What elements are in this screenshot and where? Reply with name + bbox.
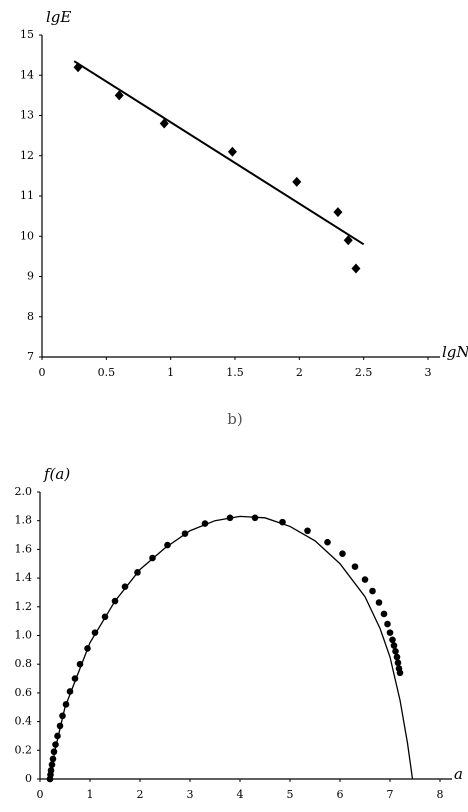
data-point <box>390 642 398 649</box>
data-point <box>369 587 376 595</box>
fit-line <box>73 60 365 246</box>
data-point <box>386 629 394 636</box>
x-axis-title: lgN <box>442 343 468 361</box>
y-tick-label: 12 <box>20 149 34 162</box>
data-point <box>73 62 83 73</box>
data-point <box>62 701 70 708</box>
x-tick-label: 5 <box>287 788 294 801</box>
data-point <box>351 263 361 274</box>
data-point <box>49 755 57 763</box>
data-point <box>114 90 124 101</box>
data-point <box>384 620 391 628</box>
x-tick-label: 6 <box>337 788 344 801</box>
x-tick-label: 0 <box>37 788 44 801</box>
x-tick-label: 1 <box>167 366 174 379</box>
x-tick-label: 7 <box>387 788 394 801</box>
y-tick-label: 1.0 <box>15 629 33 642</box>
caption: b) <box>227 410 242 428</box>
y-tick-label: 1.4 <box>15 571 33 584</box>
data-point <box>59 712 66 720</box>
y-tick-label: 15 <box>20 28 34 41</box>
y-axis-title: f(a) <box>43 465 70 483</box>
x-tick-label: 2.5 <box>355 366 373 379</box>
data-point <box>181 530 189 537</box>
data-point <box>159 118 169 129</box>
data-point <box>380 610 388 618</box>
data-point <box>52 741 59 748</box>
data-point <box>54 732 61 740</box>
data-point <box>394 659 402 667</box>
data-point <box>389 636 396 644</box>
x-tick-label: 8 <box>437 788 444 801</box>
data-point <box>149 554 156 562</box>
data-point <box>134 569 141 576</box>
data-point <box>91 629 99 636</box>
x-tick-label: 1.5 <box>226 366 244 379</box>
y-axis-title: lgE <box>46 8 71 26</box>
data-point <box>164 541 171 549</box>
x-tick-label: 3 <box>187 788 194 801</box>
data-point <box>56 722 64 730</box>
data-point <box>251 514 259 522</box>
y-tick-label: 9 <box>27 270 34 283</box>
x-tick-label: 0.5 <box>98 366 116 379</box>
data-point <box>292 176 302 187</box>
y-tick-label: 0 <box>25 772 32 785</box>
y-tick-label: 8 <box>27 310 34 323</box>
x-tick-label: 2 <box>296 366 303 379</box>
y-tick-label: 10 <box>20 229 34 242</box>
y-tick-label: 1.8 <box>15 514 33 527</box>
data-point <box>121 583 129 591</box>
data-point <box>47 767 55 774</box>
y-tick-label: 0.4 <box>15 715 33 728</box>
y-tick-label: 0.8 <box>15 657 33 670</box>
x-tick-label: 3 <box>425 366 432 379</box>
data-point <box>375 599 383 606</box>
y-tick-label: 13 <box>20 109 34 122</box>
data-point <box>396 669 404 677</box>
x-tick-label: 4 <box>237 788 244 801</box>
y-tick-label: 0.2 <box>15 743 33 756</box>
data-point <box>279 518 286 526</box>
data-point <box>227 146 237 157</box>
data-point <box>226 514 234 522</box>
data-point <box>50 748 58 756</box>
data-point <box>201 520 209 527</box>
x-tick-label: 1 <box>87 788 94 801</box>
data-point <box>71 675 79 682</box>
data-point <box>111 597 119 605</box>
x-tick-label: 0 <box>39 366 46 379</box>
data-point <box>392 647 399 655</box>
fit-line <box>49 515 414 780</box>
data-point <box>333 207 343 218</box>
data-point <box>361 576 369 583</box>
data-point <box>339 550 346 558</box>
data-point <box>101 613 109 621</box>
data-point <box>48 761 56 768</box>
y-tick-label: 14 <box>20 68 34 81</box>
data-point <box>84 645 91 652</box>
y-tick-label: 1.6 <box>15 542 33 555</box>
y-tick-label: 7 <box>27 350 34 363</box>
data-point <box>76 660 84 668</box>
data-point <box>304 527 311 535</box>
data-point <box>66 688 74 695</box>
x-tick-label: 2 <box>137 788 144 801</box>
y-tick-label: 2.0 <box>15 485 33 498</box>
data-point <box>351 563 359 570</box>
data-point <box>393 653 401 661</box>
y-tick-label: 1.2 <box>15 600 33 613</box>
x-axis-title: a <box>454 765 463 783</box>
data-point <box>343 235 353 246</box>
y-tick-label: 11 <box>20 189 34 202</box>
y-tick-label: 0.6 <box>15 686 33 699</box>
data-point <box>324 538 331 546</box>
